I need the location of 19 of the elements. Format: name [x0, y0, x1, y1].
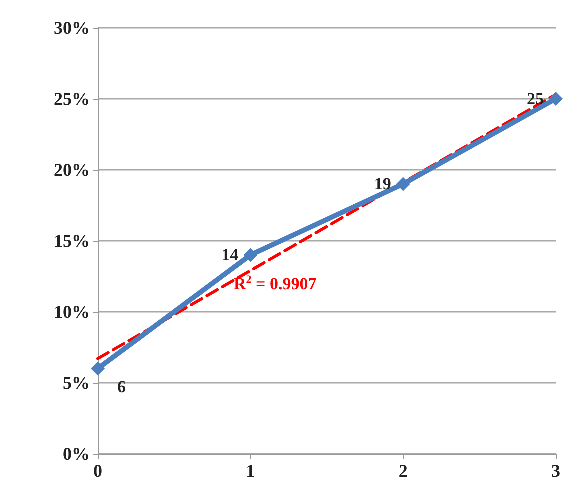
- y-tick-label: 10%: [54, 302, 90, 322]
- x-tick-label: 1: [246, 461, 256, 481]
- point: [396, 177, 410, 192]
- x-tick-label: 2: [398, 461, 408, 481]
- x-tick-label: 3: [552, 461, 560, 481]
- point: [549, 92, 563, 106]
- y-tick-label: 30%: [54, 18, 90, 38]
- y-tick-label: 5%: [63, 373, 90, 393]
- data-label: 6: [118, 377, 126, 396]
- point: [244, 248, 258, 262]
- data-label: 25: [527, 90, 544, 108]
- y-tick-label: 20%: [54, 160, 90, 180]
- y-tick-label: 25%: [54, 89, 90, 109]
- point: [91, 362, 105, 376]
- data-label: 19: [374, 174, 392, 194]
- y-tick-label: 0%: [63, 444, 90, 464]
- y-tick-label: 15%: [54, 231, 90, 251]
- x-tick-label: 0: [94, 461, 102, 481]
- data-label: 14: [222, 246, 240, 265]
